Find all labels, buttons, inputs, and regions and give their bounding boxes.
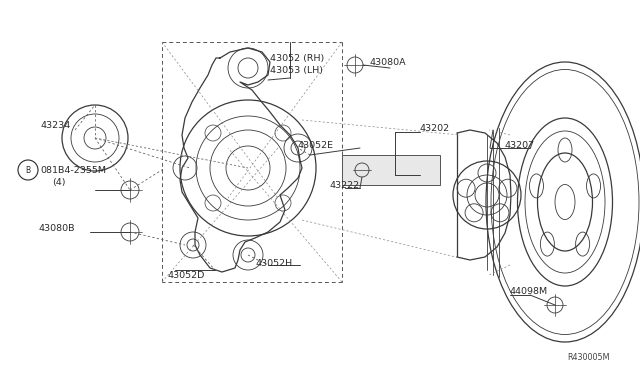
Text: 43080B: 43080B <box>38 224 74 232</box>
FancyBboxPatch shape <box>342 155 440 185</box>
Text: 43222: 43222 <box>330 180 360 189</box>
Text: 43234: 43234 <box>40 121 70 129</box>
Text: 43052E: 43052E <box>298 141 334 150</box>
Text: R430005M: R430005M <box>568 353 610 362</box>
Text: 43052H: 43052H <box>255 259 292 267</box>
Text: 081B4-2355M: 081B4-2355M <box>40 166 106 174</box>
Text: 43080A: 43080A <box>370 58 406 67</box>
Text: B: B <box>26 166 31 174</box>
Text: 43202: 43202 <box>420 124 450 132</box>
Text: 43053 (LH): 43053 (LH) <box>270 65 323 74</box>
Text: (4): (4) <box>52 177 65 186</box>
Text: 43052D: 43052D <box>167 270 204 279</box>
Text: 43207: 43207 <box>505 141 535 150</box>
Text: 43052 (RH): 43052 (RH) <box>270 54 324 62</box>
Text: 44098M: 44098M <box>510 288 548 296</box>
